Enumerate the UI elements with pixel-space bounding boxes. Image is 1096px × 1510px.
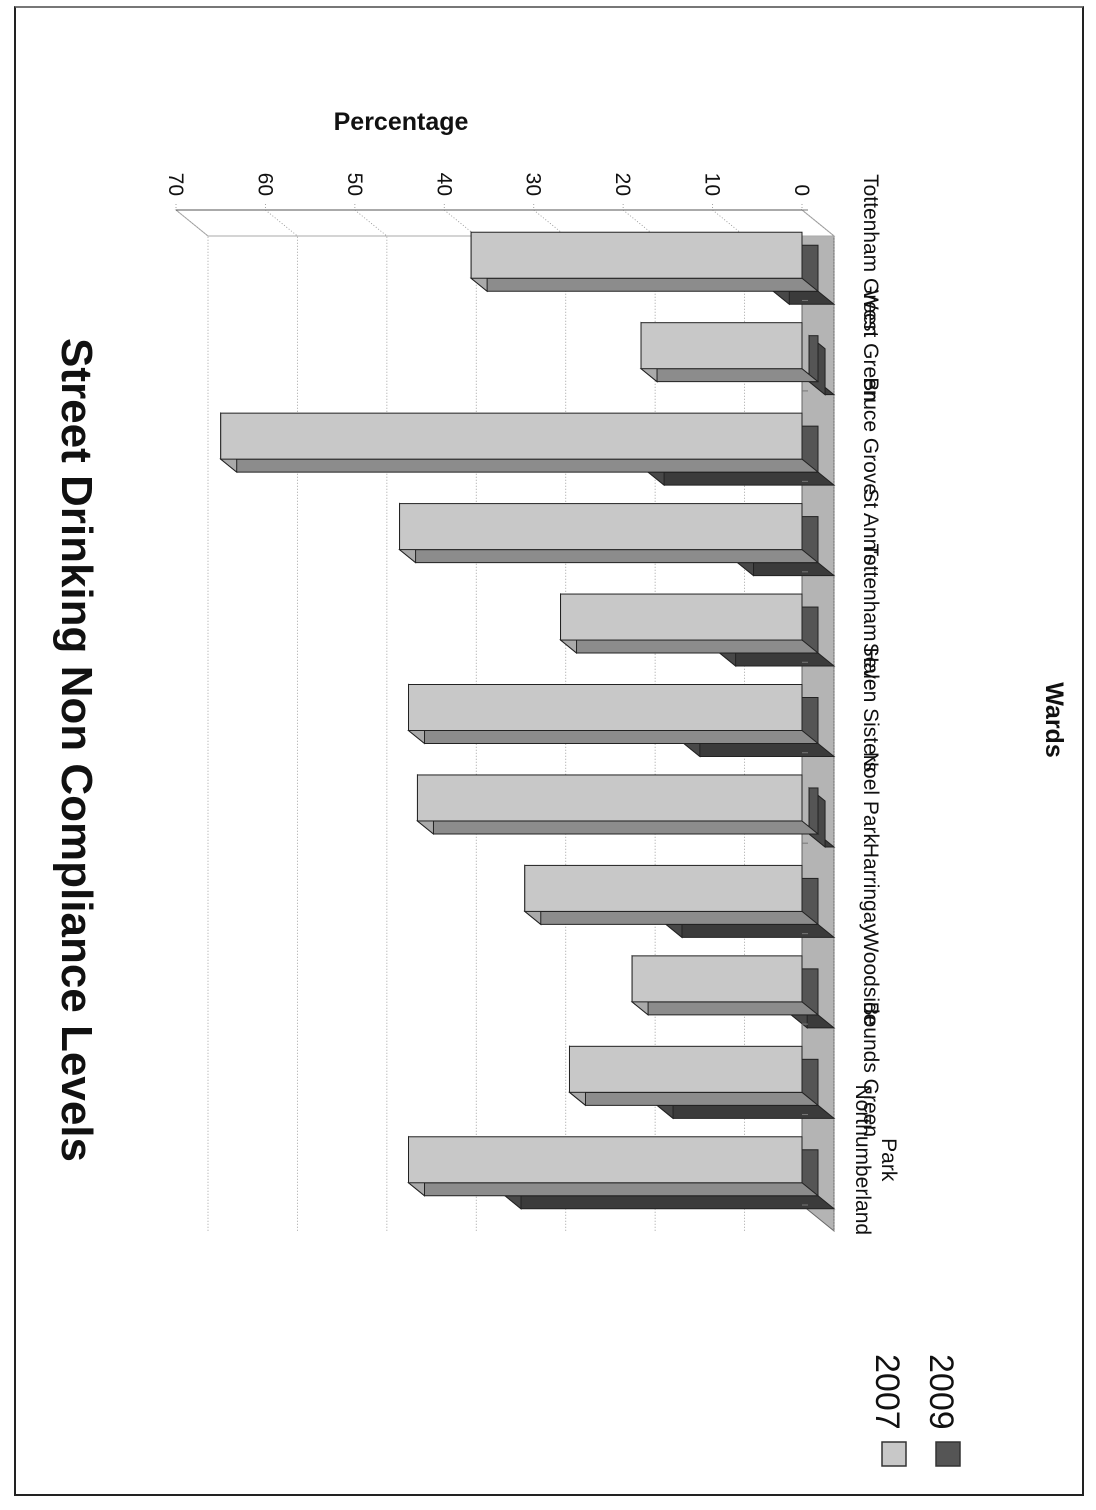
bar-2007-northumberland-park bbox=[407, 1135, 820, 1197]
bar-2007-bruce-grove bbox=[219, 412, 820, 474]
gridline-10 bbox=[712, 204, 746, 1231]
category-label-northumberland-park: Northumberland Park bbox=[851, 1084, 900, 1235]
chart-title: Street Drinking Non Compliance Levels bbox=[52, 338, 101, 1162]
bar-2007-tottenham-hale bbox=[559, 592, 820, 655]
y-tick-label-30: 30 bbox=[522, 173, 545, 196]
y-tick-label-60: 60 bbox=[253, 173, 276, 196]
legend-swatch-2007 bbox=[881, 1441, 907, 1467]
category-label-tottenham-green: Tottenham Green bbox=[859, 174, 882, 336]
gridline-0 bbox=[801, 204, 835, 1231]
legend-label-2009: 2009 bbox=[922, 1354, 960, 1430]
gridline-40 bbox=[443, 204, 477, 1231]
bar-2007-harringay bbox=[523, 864, 820, 926]
y-tick-label-20: 20 bbox=[611, 173, 634, 196]
bar-2007-tottenham-green bbox=[469, 231, 820, 293]
y-tick-label-0: 0 bbox=[790, 184, 813, 196]
bar-2007-noel-park bbox=[416, 773, 820, 836]
category-label-tottenham-hale: Tottenham Hale bbox=[859, 543, 882, 690]
y-tick-labels: 0 10 20 30 40 50 60 70 bbox=[164, 173, 813, 196]
bar-2007-bounds-green bbox=[568, 1045, 820, 1107]
bar-2007-west-green bbox=[639, 321, 820, 383]
bars bbox=[219, 231, 836, 1210]
page-border bbox=[14, 6, 1084, 1496]
y-tick-label-40: 40 bbox=[432, 173, 455, 196]
category-label-bounds-green: Bounds Green bbox=[859, 1002, 882, 1137]
legend-item-2007: 2007 bbox=[868, 1354, 907, 1467]
category-label-st-ann-s: St Ann's bbox=[859, 488, 882, 564]
category-label-woodside: Woodside bbox=[859, 932, 882, 1025]
y-axis-title: Percentage bbox=[334, 108, 469, 136]
y-tick-label-50: 50 bbox=[343, 173, 366, 196]
category-label-noel-park: Noel Park bbox=[859, 752, 882, 845]
gridline-50 bbox=[354, 204, 388, 1231]
category-label-west-green: West Green bbox=[859, 290, 882, 402]
gridline-20 bbox=[622, 204, 656, 1231]
category-label-harringay: Harringay bbox=[859, 843, 882, 935]
legend-item-2009: 2009 bbox=[922, 1354, 961, 1467]
bar-2007-st-ann-s bbox=[398, 502, 820, 564]
bar-2007-seven-sisters bbox=[407, 683, 820, 745]
bar-2007-woodside bbox=[630, 954, 820, 1016]
y-tick-label-10: 10 bbox=[701, 173, 724, 196]
gridline-70 bbox=[175, 204, 209, 1231]
legend-swatch-2009 bbox=[935, 1441, 961, 1467]
y-tick-label-70: 70 bbox=[164, 173, 187, 196]
gridline-30 bbox=[533, 204, 567, 1231]
legend: 2007 2009 bbox=[868, 1354, 961, 1467]
category-label-bruce-grove: Bruce Grove bbox=[859, 377, 882, 495]
x-axis-title: Wards bbox=[1040, 682, 1068, 757]
gridlines bbox=[175, 204, 835, 1231]
gridline-60 bbox=[264, 204, 298, 1231]
category-label-seven-sisters: Seven Sisters bbox=[859, 643, 882, 773]
legend-label-2007: 2007 bbox=[868, 1354, 906, 1430]
